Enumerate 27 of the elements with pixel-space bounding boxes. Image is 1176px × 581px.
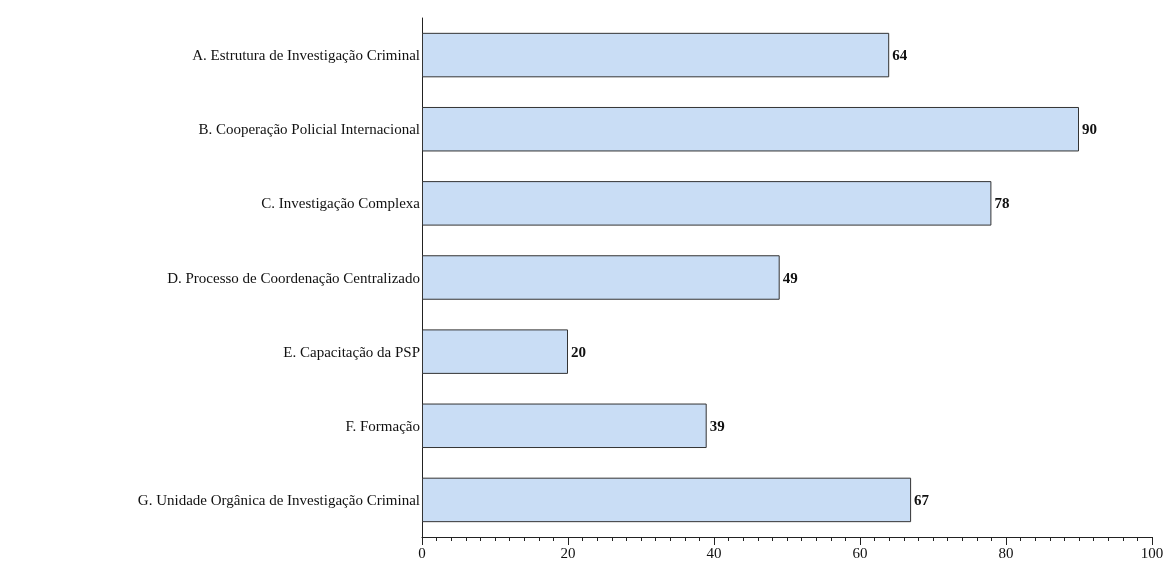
x-tick-label: 100	[1140, 544, 1164, 561]
x-tick-label: 60	[852, 544, 868, 561]
data-label: 39	[709, 417, 725, 434]
data-label: 20	[571, 343, 586, 360]
y-tick-label: A. Estrutura de Investigação Criminal	[192, 47, 420, 64]
data-label: 90	[1082, 121, 1097, 138]
y-tick-label: B. Cooperação Policial Internacional	[198, 121, 420, 138]
bar	[422, 329, 568, 374]
y-tick-label: E. Capacitação da PSP	[283, 343, 420, 360]
y-tick-label: C. Investigação Complexa	[261, 195, 421, 212]
data-label: 78	[994, 195, 1010, 212]
y-tick-label: G. Unidade Orgânica de Investigação Criminal	[137, 491, 420, 508]
y-tick-label: F. Formação	[345, 417, 420, 434]
x-tick-label: 80	[998, 544, 1014, 561]
bar	[422, 181, 992, 226]
bar	[422, 32, 890, 78]
y-tick-label: D. Processo de Coordenação Centralizado	[167, 269, 420, 286]
bar	[422, 477, 912, 523]
data-label: 49	[782, 269, 798, 286]
data-label: 64	[892, 47, 908, 64]
x-tick-label: 40	[706, 544, 722, 561]
bar	[422, 255, 780, 300]
x-tick-label: 20	[560, 544, 576, 561]
bar	[422, 403, 707, 449]
data-label: 67	[914, 491, 930, 508]
bar	[422, 106, 1079, 152]
x-tick-label: 0	[418, 544, 426, 561]
